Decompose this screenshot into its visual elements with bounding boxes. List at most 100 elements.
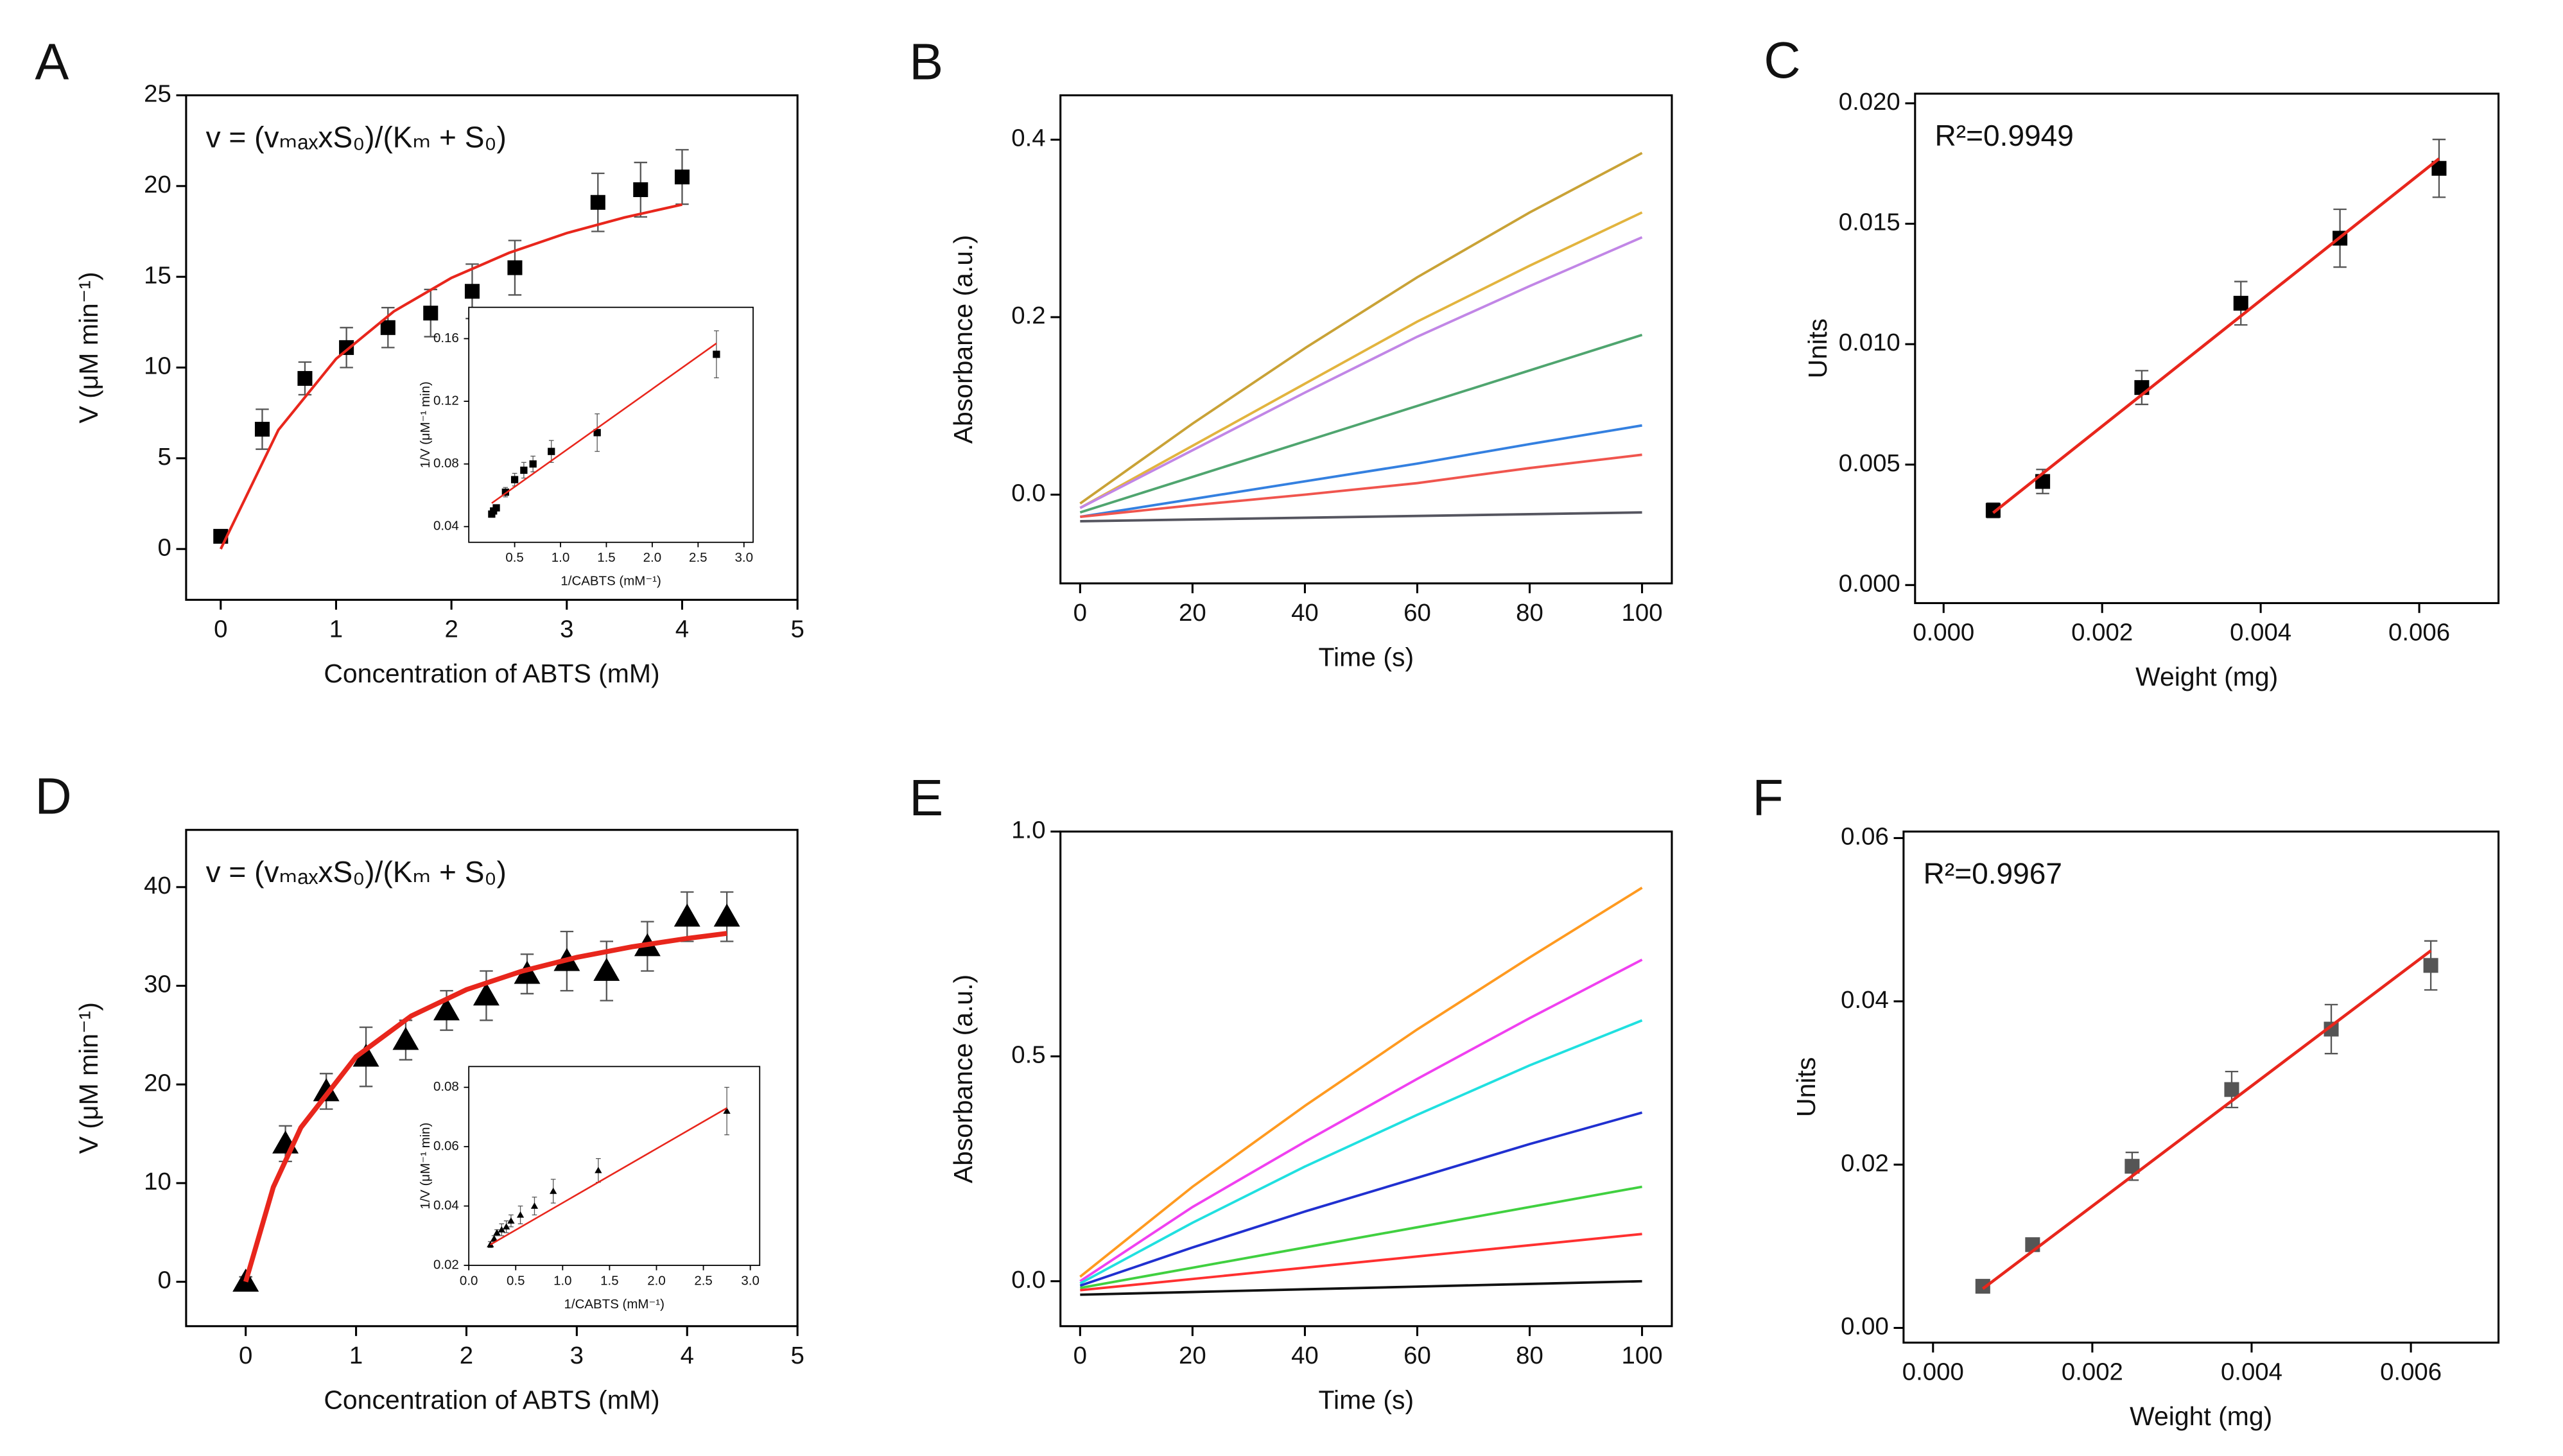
marker [2324,1021,2339,1037]
x-tick-label: 80 [1516,599,1543,627]
y-tick-label: 0 [157,1267,171,1294]
data-line [491,342,717,504]
marker [313,1078,340,1102]
marker [673,903,700,927]
x-tick-label: 0 [1073,599,1087,627]
marker [595,1166,602,1174]
x-tick-label: 0.0 [460,1274,478,1288]
annotation: v = (vₘₐₓxS₀)/(Kₘ + S₀) [206,855,507,888]
y-tick-label: 1.0 [1011,816,1045,844]
marker [723,1107,731,1114]
y-tick-label: 40 [144,872,171,899]
x-tick-label: 20 [1179,1342,1206,1369]
y-tick-label: 0.0 [1011,480,1045,507]
data-line [1079,236,1643,509]
y-tick-label: 0.06 [433,1139,459,1154]
x-tick-label: 0.004 [2221,1358,2282,1386]
marker [297,370,313,386]
y-axis-label: Units [1791,1057,1821,1117]
y-tick-label: 0.04 [433,519,459,533]
x-tick-label: 3.0 [734,550,752,565]
data-line [1079,1111,1643,1287]
marker [423,306,439,321]
x-tick-label: 100 [1622,599,1663,627]
plot-frame [468,1066,761,1266]
y-tick-label: 0.015 [1839,209,1900,236]
marker [713,903,740,927]
x-tick-label: 5 [790,615,804,643]
x-tick-label: 1 [329,615,343,643]
x-tick-label: 0 [239,1342,252,1369]
y-tick-label: 10 [144,352,171,380]
y-axis-label: V (μM min⁻¹) [74,1002,103,1154]
x-axis-label: Time (s) [1319,642,1414,672]
x-tick-label: 40 [1291,1342,1319,1369]
data-line [1992,157,2440,514]
marker [507,260,523,275]
x-tick-label: 1.5 [597,550,615,565]
marker [492,504,500,512]
marker [590,195,605,210]
y-tick-label: 0.02 [433,1257,459,1272]
y-tick-label: 20 [144,171,171,198]
marker [548,447,555,455]
x-tick-label: 2 [444,615,458,643]
marker [520,466,528,474]
x-tick-label: 0.000 [1913,619,1974,646]
marker [2224,1082,2239,1097]
marker [473,982,500,1006]
x-tick-label: 4 [675,615,689,643]
x-tick-label: 4 [681,1342,694,1369]
x-tick-label: 40 [1291,599,1319,627]
x-axis-label: Concentration of ABTS (mM) [324,659,659,688]
panel-label: C [1764,31,1800,89]
x-axis-label: Concentration of ABTS (mM) [324,1385,659,1414]
marker [339,340,354,355]
x-tick-label: 1 [349,1342,363,1369]
data-line [1079,211,1643,509]
y-tick-label: 0.4 [1011,125,1045,152]
data-line [490,1107,727,1245]
y-tick-label: 0.00 [1841,1313,1889,1340]
panel-label: F [1752,769,1783,826]
data-line [1079,152,1643,505]
y-tick-label: 0.005 [1839,449,1900,477]
marker [380,320,395,335]
marker [510,476,519,483]
y-tick-label: 0.04 [433,1198,459,1213]
y-tick-label: 10 [144,1168,171,1195]
data-line [1079,958,1643,1283]
y-tick-label: 0 [157,533,171,561]
y-axis-label: Absorbance (a.u.) [948,235,978,444]
plot-frame [468,306,754,543]
y-axis-label: 1/V (μM⁻¹ min) [418,1123,433,1209]
marker [713,351,720,358]
y-axis-label: 1/V (μM⁻¹ min) [418,381,433,468]
x-tick-label: 60 [1403,599,1431,627]
marker [503,1223,510,1230]
marker [674,169,690,185]
x-tick-label: 2.0 [647,1274,665,1288]
x-tick-label: 0 [214,615,227,643]
y-tick-label: 0.5 [1011,1041,1045,1069]
y-tick-label: 0.08 [433,1079,459,1094]
data-line [1080,453,1642,518]
x-tick-label: 1.5 [600,1274,618,1288]
data-line [243,931,727,1283]
x-tick-label: 60 [1403,1342,1431,1369]
y-axis-label: V (μM min⁻¹) [74,272,103,423]
x-tick-label: 2.0 [643,550,661,565]
data-line [1080,511,1642,523]
x-tick-label: 0.006 [2380,1358,2442,1386]
x-axis-label: Weight (mg) [2130,1401,2272,1431]
data-line [1079,887,1643,1278]
x-tick-label: 3.0 [741,1274,759,1288]
marker [1985,503,2001,518]
y-tick-label: 0.000 [1839,569,1900,597]
marker [593,429,601,437]
x-tick-label: 1.0 [553,1274,571,1288]
x-tick-label: 0.5 [505,550,523,565]
panel-label: A [35,33,69,90]
marker [491,1235,498,1242]
